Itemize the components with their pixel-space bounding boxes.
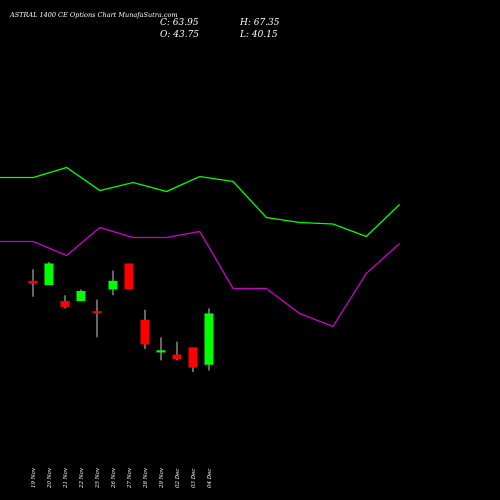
candle-body bbox=[172, 354, 182, 359]
candle-body bbox=[204, 313, 214, 365]
high-value: H: 67.35 bbox=[240, 18, 280, 28]
x-tick-label: 03 Dec bbox=[191, 469, 197, 489]
candle-body bbox=[108, 280, 118, 290]
open-value: O: 43.75 bbox=[160, 30, 200, 40]
x-tick-label: 21 Nov bbox=[63, 467, 69, 489]
x-tick-label: 25 Nov bbox=[95, 467, 101, 489]
candle-body bbox=[76, 290, 86, 302]
close-value: C: 63.95 bbox=[160, 18, 199, 28]
x-tick-label: 29 Nov bbox=[159, 467, 165, 489]
candle-body bbox=[44, 263, 54, 286]
x-tick-label: 27 Nov bbox=[127, 467, 133, 489]
candle-body bbox=[140, 319, 150, 345]
x-tick-label: 02 Dec bbox=[175, 469, 181, 489]
candle-body bbox=[60, 301, 70, 307]
upper-indicator-line bbox=[0, 166, 401, 238]
candle-body bbox=[28, 280, 38, 284]
chart-title: ASTRAL 1400 CE Options Chart MunafaSutra… bbox=[10, 11, 178, 19]
x-tick-label: 22 Nov bbox=[79, 467, 85, 489]
low-value: L: 40.15 bbox=[240, 30, 278, 40]
x-tick-label: 26 Nov bbox=[111, 467, 117, 489]
candle-body bbox=[124, 263, 134, 290]
lower-indicator-line bbox=[0, 226, 401, 328]
candle-body bbox=[156, 350, 166, 353]
candle-body bbox=[92, 311, 102, 314]
x-tick-label: 19 Nov bbox=[31, 467, 37, 488]
x-tick-label: 04 Dec bbox=[207, 469, 213, 489]
candle-body bbox=[188, 347, 198, 368]
x-tick-label: 20 Nov bbox=[47, 467, 53, 489]
x-tick-label: 28 Nov bbox=[143, 467, 149, 489]
